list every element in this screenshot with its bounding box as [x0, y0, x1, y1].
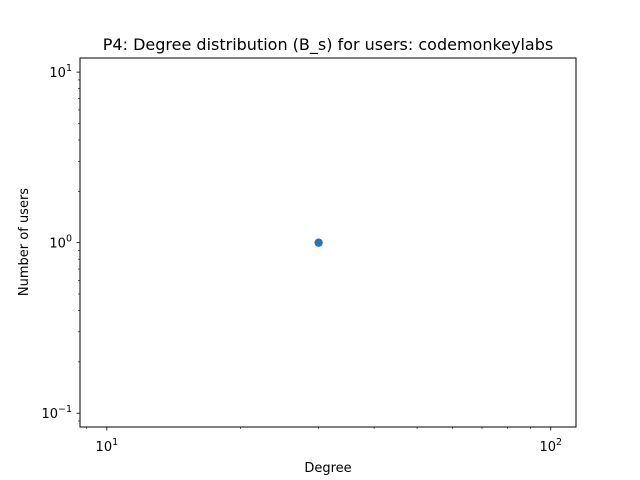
data-points — [314, 238, 323, 247]
x-tick-label: 101 — [96, 437, 119, 455]
major-ticks — [76, 71, 552, 431]
tick-labels: 101 102 10−1 100 101 — [41, 63, 562, 455]
chart-title: P4: Degree distribution (B_s) for users:… — [103, 35, 553, 55]
x-tick-label: 102 — [539, 437, 562, 455]
y-tick-label: 101 — [49, 63, 72, 81]
data-point — [314, 238, 323, 247]
plot-frame — [79, 57, 577, 428]
y-tick-label: 10−1 — [41, 404, 72, 422]
y-axis-label: Number of users — [17, 188, 32, 296]
y-tick-label: 100 — [49, 234, 72, 252]
x-axis-label: Degree — [304, 461, 351, 476]
